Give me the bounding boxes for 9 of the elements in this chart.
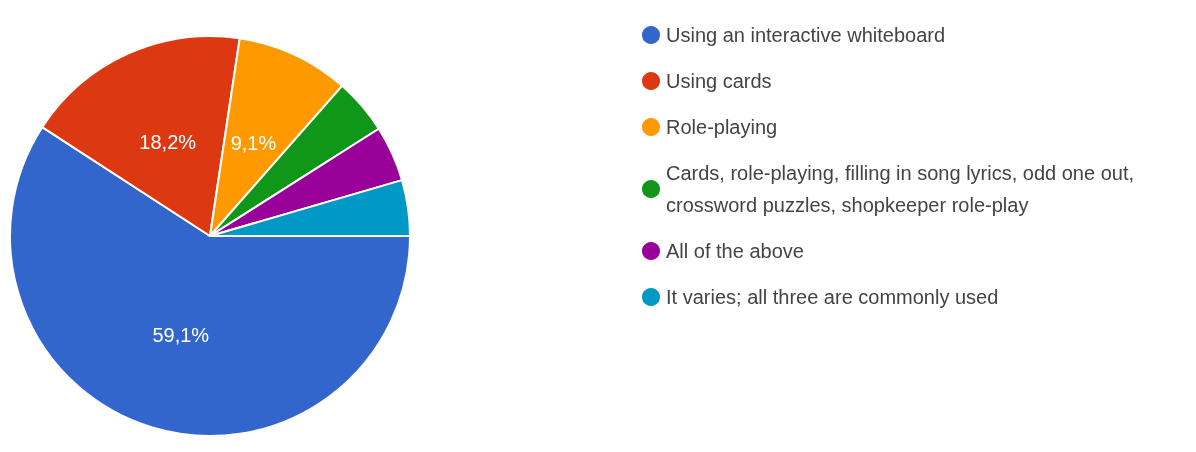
legend-label: Using cards	[666, 70, 772, 92]
legend-label: It varies; all three are commonly used	[666, 286, 999, 308]
data-label: 59,1%	[152, 323, 210, 346]
legend-label: Using an interactive whiteboard	[666, 24, 946, 46]
legend-label: All of the above	[666, 240, 804, 262]
legend-label: Cards, role-playing, filling in song lyrics, odd one out, crossword puzzles, shopkeeper role-play	[666, 162, 1140, 216]
legend-label: Role-playing	[666, 116, 778, 138]
data-label: 18,2%	[139, 131, 197, 154]
data-label: 9,1%	[230, 131, 277, 154]
